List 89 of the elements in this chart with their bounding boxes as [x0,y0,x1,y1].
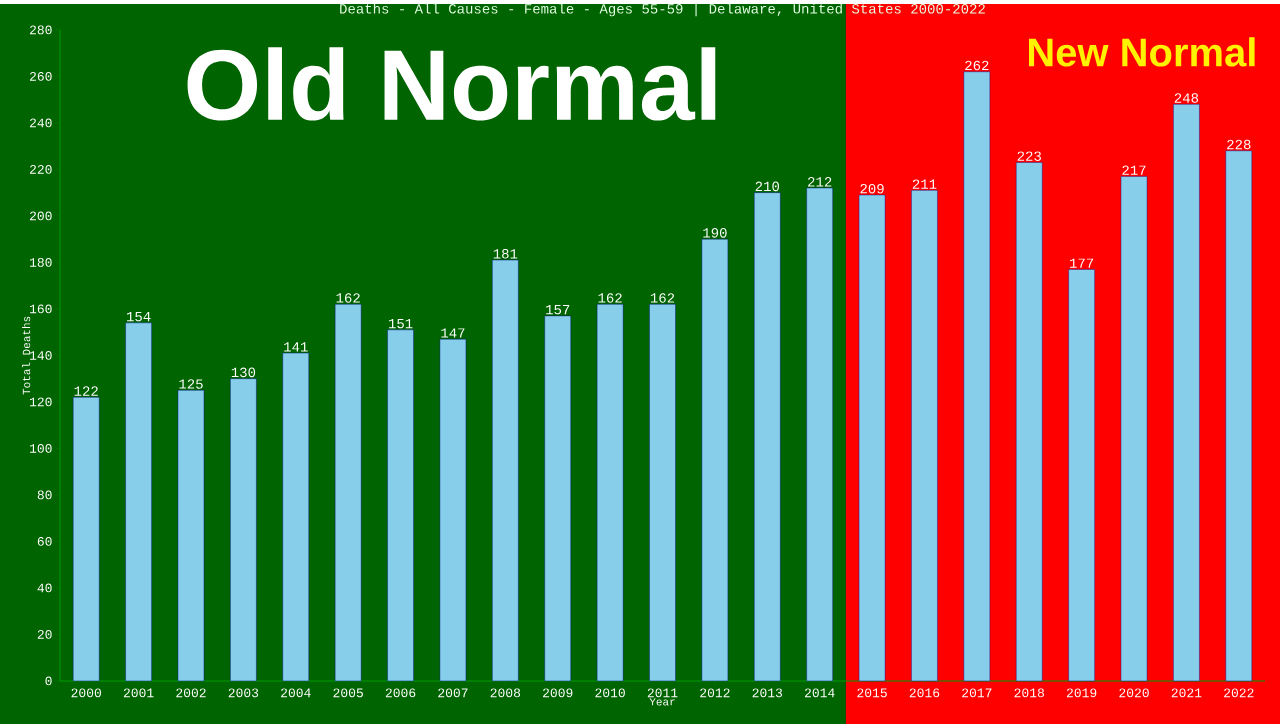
band-label: New Normal [1028,37,1255,67]
bar [754,192,781,682]
bar [387,329,414,682]
x-axis-title: Year [649,698,675,706]
data-label: 228 [1227,139,1251,150]
data-label: 162 [650,293,675,303]
x-tick-label: 2015 [857,688,887,698]
x-tick-label: 2011 [647,688,678,698]
data-label: 151 [388,318,413,329]
data-label: 248 [1174,93,1199,103]
x-tick-label: 2000 [71,688,101,698]
bar [1173,104,1200,682]
x-tick-label: 2014 [804,688,835,698]
data-label: 122 [74,386,98,396]
bar [177,390,205,682]
chart-title: Deaths - All Causes - Female - Ages 55-59 | Delaware, United States 2000-2022 [340,3,985,17]
data-label: 181 [493,249,518,259]
y-tick-label: 280 [29,25,52,35]
y-axis-title: Total Deaths [22,316,31,395]
bar [806,187,833,682]
bar [1120,176,1148,682]
y-tick-label: 120 [30,397,52,407]
x-tick-label: 2001 [123,688,154,698]
bar [282,352,309,682]
data-label: 154 [127,312,151,322]
bar [73,397,100,682]
bar [596,304,624,682]
band-label: Old Normal [187,47,716,121]
data-label: 190 [703,228,727,238]
x-tick-label: 2007 [438,688,468,698]
bar [1016,162,1043,682]
y-tick-label: 200 [29,211,52,221]
bar [1068,269,1095,682]
bar [439,338,467,682]
y-tick-label: 260 [29,72,52,81]
x-tick-label: 2016 [909,688,940,698]
x-tick-label: 2010 [595,688,625,698]
x-tick-label: 2017 [962,688,992,698]
x-tick-label: 2018 [1014,688,1044,698]
data-label: 223 [1017,151,1041,161]
data-label: 125 [179,379,203,389]
x-tick-label: 2005 [333,688,363,698]
x-tick-label: 2012 [700,688,730,698]
bar [125,322,152,682]
data-label: 177 [1070,258,1094,268]
bar [701,239,729,682]
bar [544,315,571,682]
data-label: 141 [284,342,308,352]
x-tick-label: 2021 [1171,688,1202,698]
data-label: 262 [965,60,989,71]
x-tick-label: 2013 [752,688,783,698]
data-label: 147 [441,328,465,338]
data-label: 130 [231,367,256,378]
y-tick-label: 100 [30,444,52,453]
bar [334,304,362,682]
y-tick-label: 160 [30,304,52,314]
y-tick-label: 40 [37,583,52,593]
data-label: 209 [860,183,884,194]
y-tick-label: 60 [37,537,52,546]
bar [649,304,676,682]
data-label: 217 [1122,165,1146,175]
x-tick-label: 2002 [176,688,206,698]
y-tick-label: 20 [37,630,52,639]
data-label: 212 [808,177,832,187]
bar [858,194,886,682]
y-tick-label: 180 [30,258,52,267]
x-tick-label: 2009 [543,688,573,698]
x-tick-label: 2003 [228,688,259,698]
y-tick-label: 80 [37,490,52,500]
bar [230,378,257,682]
x-tick-label: 2020 [1119,688,1149,698]
x-tick-label: 2004 [281,688,311,698]
bar [1225,150,1253,682]
data-label: 162 [598,293,622,303]
data-label: 162 [336,293,360,303]
x-tick-label: 2019 [1066,688,1097,698]
bar [492,259,519,682]
data-label: 211 [912,179,937,189]
y-tick-label: 240 [29,118,52,128]
x-tick-label: 2006 [385,688,416,698]
x-tick-label: 2008 [490,688,521,698]
y-tick-label: 140 [30,351,52,360]
data-label: 157 [546,305,570,315]
x-tick-label: 2022 [1224,688,1254,698]
bar [963,71,991,682]
bar [911,190,938,682]
y-tick-label: 220 [29,165,52,174]
data-label: 210 [755,181,780,192]
y-tick-label: 0 [45,676,52,686]
